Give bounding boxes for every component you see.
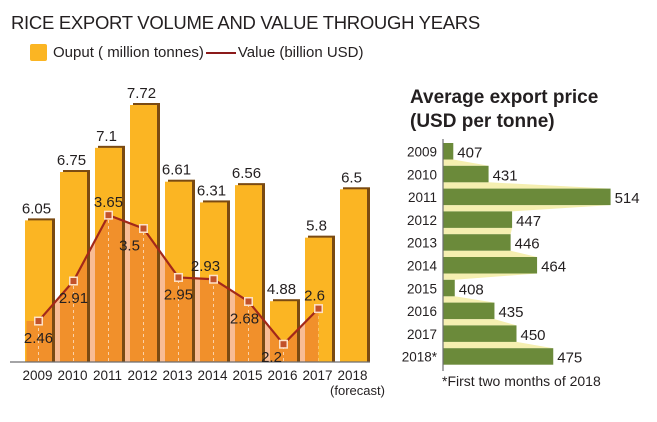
line-value-label: 2.91 bbox=[59, 290, 88, 307]
price-y-tick-label: 2010 bbox=[407, 167, 437, 182]
price-value-label: 464 bbox=[541, 259, 566, 276]
x-tick-label: 2018 bbox=[337, 368, 367, 383]
price-band bbox=[443, 182, 611, 189]
x-tick-label: 2017 bbox=[302, 368, 332, 383]
line-value-label: 2.95 bbox=[164, 286, 193, 303]
price-value-label: 408 bbox=[459, 281, 484, 298]
value-area-bar-edge bbox=[157, 215, 160, 362]
price-bar bbox=[443, 188, 611, 206]
price-y-tick-label: 2009 bbox=[407, 145, 437, 160]
price-y-tick-label: 2012 bbox=[407, 213, 437, 228]
price-band bbox=[443, 319, 517, 326]
bar-value-label: 6.75 bbox=[57, 152, 86, 169]
price-value-label: 446 bbox=[515, 236, 540, 253]
bar-value-label: 7.72 bbox=[127, 85, 156, 102]
bar-output bbox=[340, 189, 367, 362]
value-marker bbox=[70, 278, 77, 285]
chart-title: RICE EXPORT VOLUME AND VALUE THROUGH YEA… bbox=[11, 12, 480, 33]
volume-value-chart: 6.05 6.75 7.1 7.72 6.61 6.31 6.56 4.88 5.8 6.5 2.4… bbox=[10, 85, 385, 398]
bar-value-label: 6.56 bbox=[232, 165, 261, 182]
line-value-label: 3.65 bbox=[94, 194, 123, 211]
price-chart-footnote: *First two months of 2018 bbox=[442, 373, 601, 389]
line-value-label: 2.6 bbox=[304, 288, 325, 305]
value-marker bbox=[35, 318, 42, 325]
price-y-tick-label: 2018* bbox=[402, 350, 438, 365]
price-value-label: 431 bbox=[493, 167, 518, 184]
price-bar bbox=[443, 302, 495, 320]
x-tick-label: 2014 bbox=[197, 368, 228, 383]
bar-value-label: 6.5 bbox=[341, 169, 362, 186]
price-y-tick-label: 2015 bbox=[407, 281, 437, 296]
price-band bbox=[443, 250, 538, 257]
price-band bbox=[443, 296, 495, 303]
price-value-label: 407 bbox=[457, 145, 482, 162]
value-area-bar-edge bbox=[192, 215, 195, 362]
price-bar bbox=[443, 234, 511, 251]
price-value-label: 447 bbox=[516, 213, 541, 230]
value-marker bbox=[175, 274, 182, 281]
price-band bbox=[443, 205, 611, 212]
line-value-label: 2.46 bbox=[24, 330, 53, 347]
price-band bbox=[443, 227, 513, 235]
value-area-bar-edge bbox=[87, 215, 90, 362]
x-tick-label: 2009 bbox=[22, 368, 52, 383]
legend-swatch-output bbox=[30, 44, 47, 61]
price-value-label: 514 bbox=[615, 190, 640, 207]
bar-value-label: 6.31 bbox=[197, 182, 226, 199]
price-chart-title: Average export price (USD per tonne) bbox=[410, 86, 598, 134]
price-band bbox=[443, 159, 489, 166]
price-bar bbox=[443, 279, 455, 297]
price-bar bbox=[443, 257, 538, 274]
price-bar bbox=[443, 348, 554, 365]
value-marker bbox=[280, 341, 287, 348]
value-area-bar-edge bbox=[122, 215, 125, 362]
price-y-tick-label: 2016 bbox=[407, 304, 437, 319]
legend-label-value: Value (billion USD) bbox=[237, 44, 364, 61]
bar-value-label: 6.61 bbox=[162, 162, 191, 179]
price-y-tick-label: 2017 bbox=[407, 327, 437, 342]
line-value-label: 3.5 bbox=[119, 238, 140, 255]
legend-label-output: Ouput ( million tonnes) bbox=[53, 44, 204, 61]
bar-value-label: 6.05 bbox=[22, 200, 51, 217]
value-marker bbox=[315, 305, 322, 312]
x-tick-sublabel: (forecast) bbox=[330, 383, 385, 398]
line-value-label: 2.68 bbox=[230, 310, 259, 327]
price-y-tick-label: 2011 bbox=[408, 190, 437, 205]
price-value-label: 435 bbox=[498, 304, 523, 321]
x-tick-label: 2015 bbox=[232, 368, 262, 383]
x-tick-label: 2010 bbox=[57, 368, 87, 383]
legend-line-value bbox=[205, 51, 236, 54]
legend: Ouput ( million tonnes) Value (billion U… bbox=[30, 44, 364, 61]
x-tick-label: 2012 bbox=[127, 368, 157, 383]
line-value-label: 2.2 bbox=[261, 349, 282, 366]
price-chart: 407 2009 431 2010 514 2011 447 2012 446 2013 464 20… bbox=[402, 139, 640, 371]
value-marker bbox=[105, 212, 112, 219]
price-value-label: 450 bbox=[521, 327, 546, 344]
x-tick-label: 2013 bbox=[162, 368, 192, 383]
price-band bbox=[443, 341, 554, 349]
price-chart-title-line1: Average export price bbox=[410, 87, 599, 108]
price-bar bbox=[443, 143, 454, 160]
value-marker bbox=[210, 276, 217, 283]
price-bar bbox=[443, 325, 517, 342]
value-marker bbox=[140, 225, 147, 232]
x-tick-label: 2011 bbox=[93, 368, 122, 383]
bar-value-label: 4.88 bbox=[267, 281, 296, 298]
price-chart-title-line2: (USD per tonne) bbox=[410, 111, 555, 132]
x-tick-label: 2016 bbox=[267, 368, 297, 383]
price-y-tick-label: 2014 bbox=[407, 259, 438, 274]
price-band bbox=[443, 273, 538, 280]
bar-value-label: 7.1 bbox=[96, 128, 117, 145]
line-value-label: 2.93 bbox=[191, 258, 220, 275]
price-bar bbox=[443, 165, 489, 183]
bar-value-label: 5.8 bbox=[306, 218, 327, 235]
value-marker bbox=[245, 298, 252, 305]
price-value-label: 475 bbox=[557, 350, 582, 367]
price-bar bbox=[443, 211, 513, 228]
price-y-tick-label: 2013 bbox=[407, 236, 437, 251]
